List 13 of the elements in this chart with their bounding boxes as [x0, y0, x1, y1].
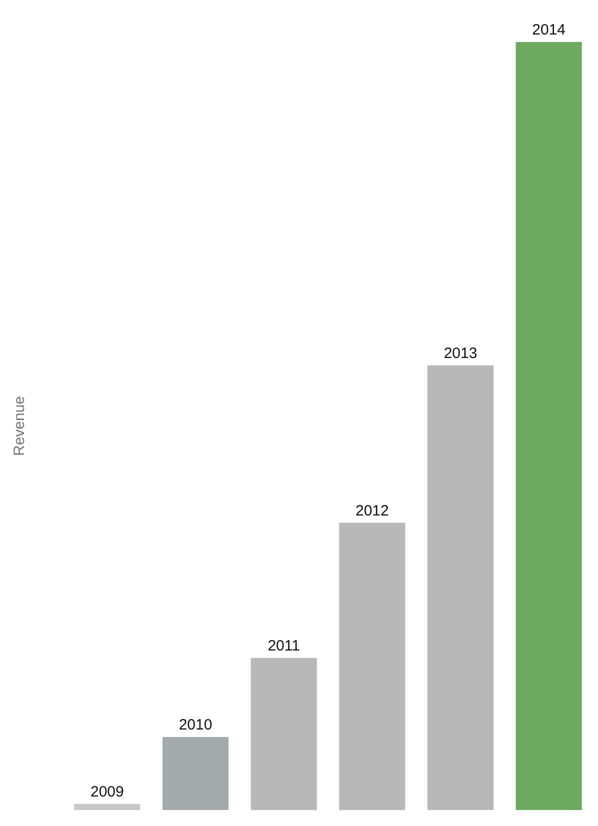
bar [339, 522, 406, 810]
x-tick-label: 2013 [444, 344, 478, 362]
x-tick-label: 2012 [355, 502, 389, 520]
y-axis-title: Revenue [11, 396, 28, 456]
bar [74, 804, 140, 810]
x-tick-label: 2010 [178, 716, 212, 734]
bar [516, 42, 582, 810]
x-tick-label: 2014 [532, 22, 566, 39]
x-tick-label: 2009 [90, 783, 124, 800]
bar [427, 365, 494, 810]
bar [162, 737, 229, 810]
bar [250, 658, 317, 810]
x-tick-label: 2011 [268, 638, 300, 655]
